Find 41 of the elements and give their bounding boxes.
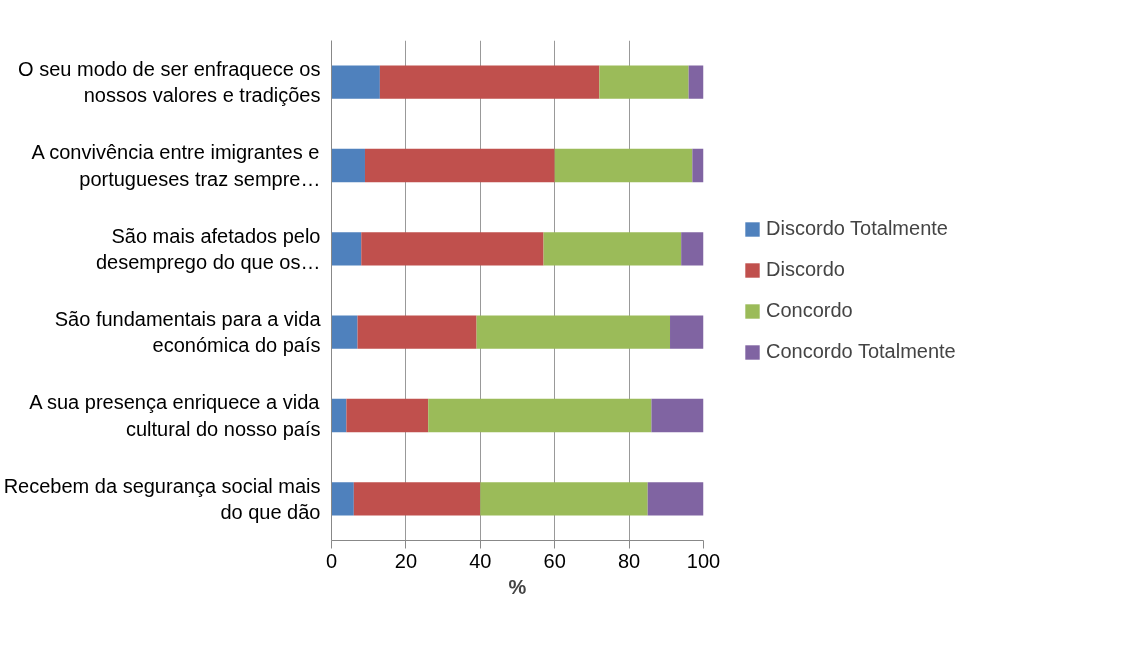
legend-label: Discordo: [766, 258, 845, 281]
bar: [647, 482, 704, 516]
bar: [670, 315, 704, 349]
y-tick-label: A convivência entre imigrantes e portugueses traz sempre…: [31, 141, 321, 190]
bar: [476, 315, 671, 349]
bar: [331, 482, 354, 516]
bar: [554, 148, 693, 183]
x-tick-label: 100: [686, 549, 721, 572]
y-tick-label: O seu modo de ser enfraquece os nossos valores e tradições: [18, 57, 321, 107]
bar: [357, 315, 477, 349]
x-tick-label: 80: [617, 549, 641, 572]
x-tick-label: 0: [325, 549, 338, 572]
bar: [331, 315, 358, 349]
bar: [688, 65, 704, 99]
bar: [331, 65, 380, 99]
bar: [428, 398, 652, 433]
y-tick-label: A sua presença enriquece a vida cultural do nosso país: [29, 391, 321, 440]
legend-label: Concordo Totalmente: [766, 340, 956, 363]
bar: [651, 398, 704, 433]
x-tick-label: 40: [469, 549, 492, 572]
legend-label: Concordo: [766, 299, 853, 322]
bar: [599, 65, 689, 99]
bar: [364, 148, 555, 183]
x-tick-label: 20: [394, 549, 418, 572]
bar: [361, 232, 544, 266]
bar: [543, 232, 682, 266]
bar: [379, 65, 600, 99]
bar: [692, 148, 704, 183]
bar: [681, 232, 704, 266]
y-tick-label: São fundamentais para a vida económica do país: [54, 307, 322, 357]
bar: [346, 398, 429, 433]
y-tick-label: São mais afetados pelo desemprego do que os…: [95, 224, 321, 274]
legend-label: Discordo Totalmente: [766, 217, 948, 240]
bar: [331, 398, 347, 433]
bar: [331, 148, 365, 183]
bar: [480, 482, 648, 516]
y-tick-label: Recebem da segurança social mais do que dão: [3, 474, 321, 524]
bar: [353, 482, 481, 516]
x-tick-label: 60: [543, 549, 566, 572]
bar: [331, 232, 362, 266]
x-axis-title: %: [508, 575, 527, 598]
